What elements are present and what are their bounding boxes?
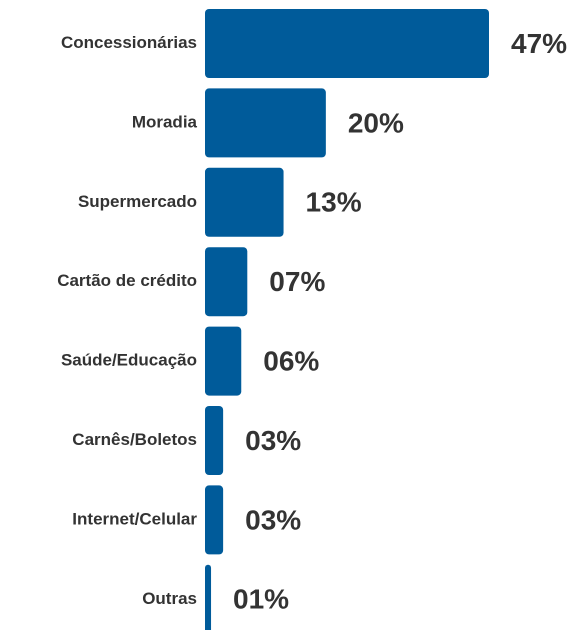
category-label: Supermercado: [78, 192, 197, 211]
bar: [205, 9, 489, 78]
category-label: Carnês/Boletos: [72, 430, 197, 449]
bar: [205, 247, 248, 317]
category-label: Cartão de crédito: [57, 271, 197, 290]
bar: [205, 564, 212, 630]
bar: [205, 167, 284, 237]
category-label: Outras: [142, 589, 197, 608]
bar: [205, 326, 242, 396]
value-label: 03%: [245, 504, 301, 535]
bar: [205, 88, 326, 158]
value-label: 13%: [306, 187, 362, 218]
bar: [205, 406, 224, 475]
value-label: 20%: [348, 107, 404, 138]
bar: [205, 485, 224, 555]
value-label: 47%: [511, 28, 567, 59]
value-label: 03%: [245, 425, 301, 456]
category-label: Concessionárias: [61, 33, 197, 52]
category-label: Moradia: [132, 112, 198, 131]
value-label: 07%: [269, 266, 325, 297]
value-label: 06%: [263, 345, 319, 376]
category-label: Internet/Celular: [72, 509, 197, 528]
value-label: 01%: [233, 584, 289, 615]
category-label: Saúde/Educação: [61, 351, 197, 370]
